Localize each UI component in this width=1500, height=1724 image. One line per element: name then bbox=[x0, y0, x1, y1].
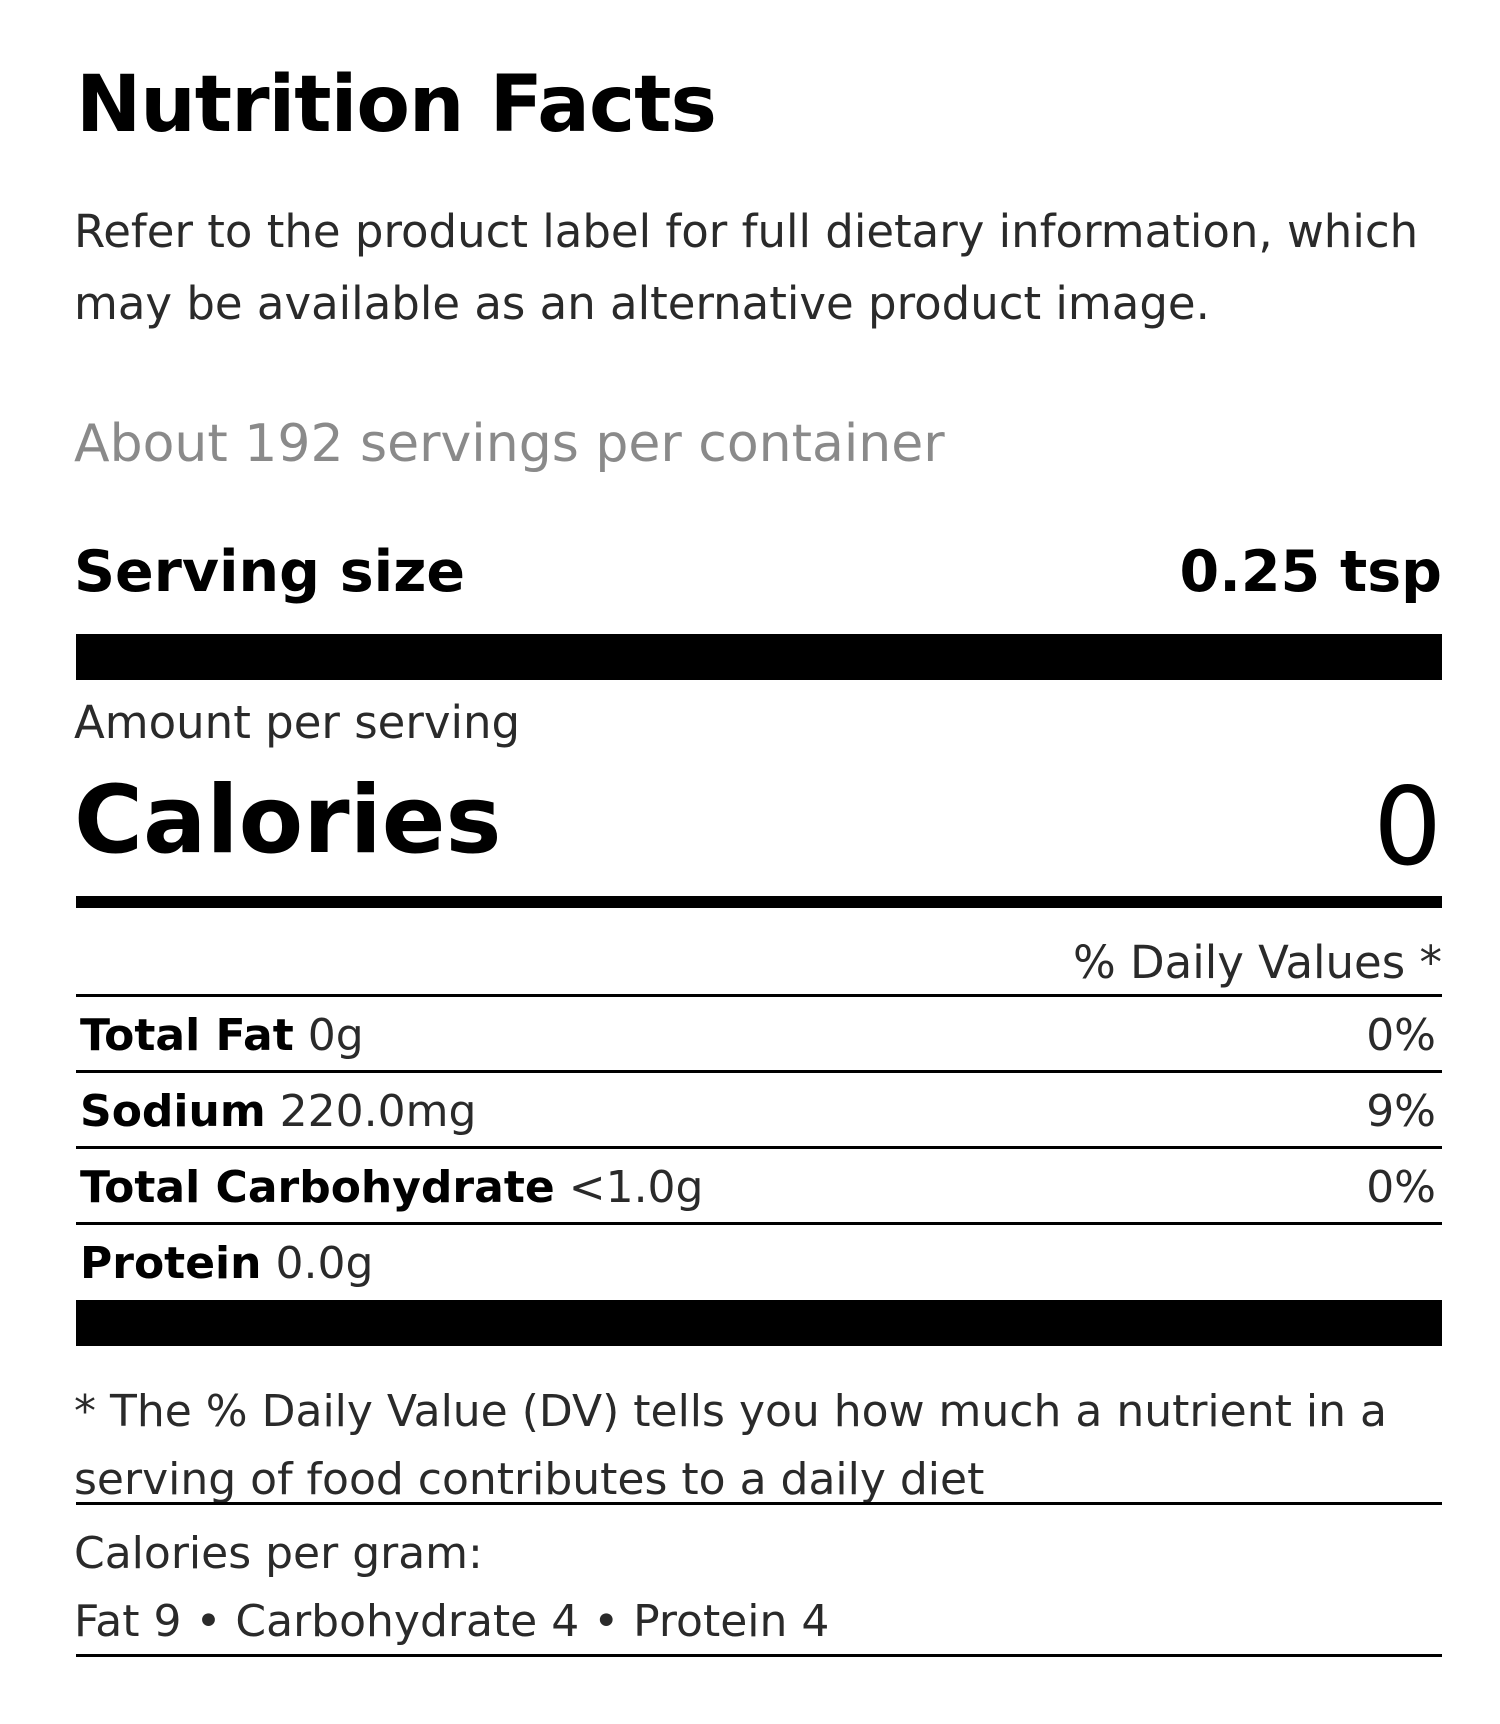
panel-title: Nutrition Facts bbox=[76, 60, 717, 150]
nutrient-row-total-fat: Total Fat 0g 0% bbox=[76, 1000, 1442, 1070]
calories-per-gram-values: Fat 9 • Carbohydrate 4 • Protein 4 bbox=[74, 1596, 830, 1647]
medium-divider bbox=[76, 896, 1442, 908]
nutrient-name: Total Fat bbox=[80, 1010, 294, 1061]
row-divider bbox=[76, 1222, 1442, 1225]
amount-per-serving-label: Amount per serving bbox=[74, 696, 521, 749]
row-divider bbox=[76, 994, 1442, 997]
thick-divider-bottom bbox=[76, 1300, 1442, 1346]
row-divider bbox=[76, 1146, 1442, 1149]
serving-size-label: Serving size bbox=[74, 539, 466, 605]
nutrient-daily-value: 0% bbox=[1366, 1162, 1436, 1213]
daily-value-footnote: * The % Daily Value (DV) tells you how m… bbox=[74, 1386, 1387, 1505]
nutrient-amount: <1.0g bbox=[568, 1162, 704, 1213]
serving-size-value: 0.25 tsp bbox=[1179, 539, 1442, 605]
nutrient-daily-value: 0% bbox=[1366, 1010, 1436, 1061]
nutrient-name: Total Carbohydrate bbox=[80, 1162, 555, 1213]
calories-label: Calories bbox=[74, 766, 502, 875]
nutrient-name: Sodium bbox=[80, 1086, 266, 1137]
thick-divider-top bbox=[76, 634, 1442, 680]
nutrient-amount: 0g bbox=[307, 1010, 364, 1061]
nutrient-daily-value: 9% bbox=[1366, 1086, 1436, 1137]
disclaimer-text: Refer to the product label for full diet… bbox=[74, 205, 1419, 330]
daily-values-header: % Daily Values * bbox=[1072, 936, 1442, 989]
footnote-divider bbox=[76, 1502, 1442, 1505]
nutrient-row-total-carbohydrate: Total Carbohydrate <1.0g 0% bbox=[76, 1152, 1442, 1222]
row-divider bbox=[76, 1070, 1442, 1073]
nutrient-amount: 220.0mg bbox=[279, 1086, 477, 1137]
nutrient-amount: 0.0g bbox=[275, 1238, 374, 1289]
calories-per-gram-label: Calories per gram: bbox=[74, 1528, 483, 1579]
bottom-divider bbox=[76, 1654, 1442, 1657]
nutrient-row-sodium: Sodium 220.0mg 9% bbox=[76, 1076, 1442, 1146]
nutrient-name: Protein bbox=[80, 1238, 262, 1289]
nutrient-row-protein: Protein 0.0g bbox=[76, 1228, 1442, 1298]
servings-per-container: About 192 servings per container bbox=[74, 414, 945, 474]
calories-value: 0 bbox=[1373, 765, 1442, 890]
